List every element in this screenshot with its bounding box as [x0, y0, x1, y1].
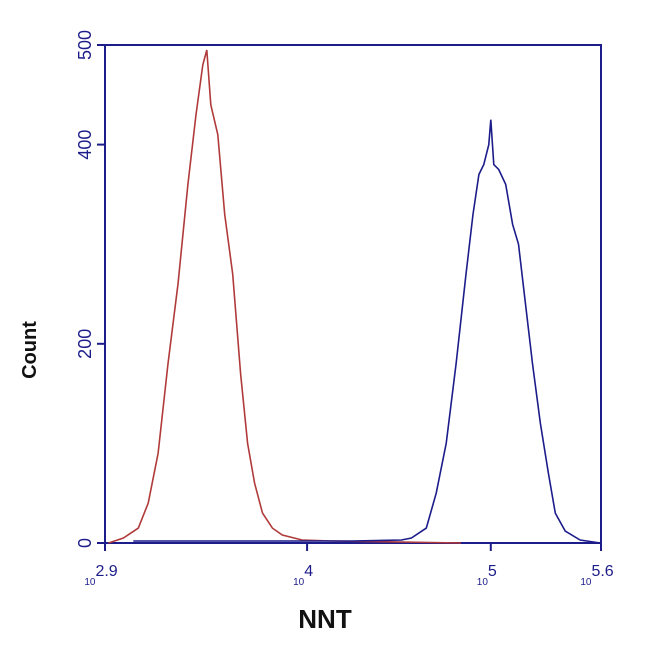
x-tick-label: 102.9: [84, 563, 117, 588]
y-tick-label: 500: [75, 30, 95, 60]
y-tick-label: 0: [75, 538, 95, 548]
y-axis-label: Count: [19, 321, 41, 379]
x-tick-exponent: 5: [488, 563, 497, 580]
x-tick-label: 105: [477, 563, 497, 588]
x-tick-label: 104: [293, 563, 313, 588]
y-tick-label: 400: [75, 130, 95, 160]
histogram-line: [108, 49, 462, 544]
y-tick-label: 200: [75, 329, 95, 359]
histogram-line: [133, 119, 601, 544]
x-tick-exponent: 4: [304, 563, 313, 580]
x-tick-exponent: 2.9: [95, 563, 117, 580]
x-tick-exponent: 5.6: [591, 563, 613, 580]
x-axis-label: NNT: [298, 604, 352, 634]
plot-frame: [104, 44, 602, 544]
x-tick-label: 105.6: [580, 563, 613, 588]
